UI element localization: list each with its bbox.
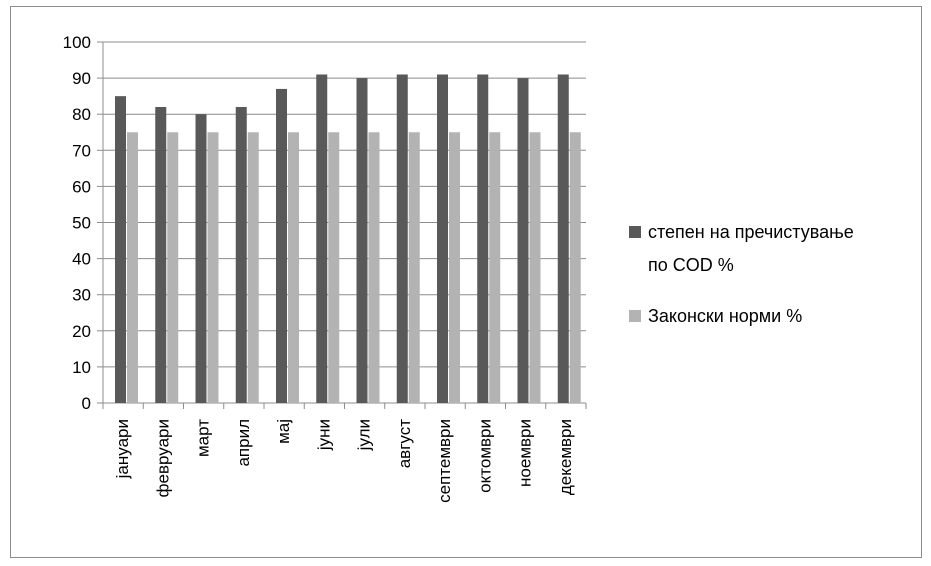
- bar-cod: [276, 88, 287, 404]
- x-category-label: април: [234, 419, 253, 467]
- bar-norm: [247, 132, 259, 403]
- bar-cod: [437, 74, 448, 404]
- x-category-label: декември: [556, 419, 575, 495]
- y-tick-label: 30: [72, 286, 91, 305]
- x-category-label: мај: [274, 419, 293, 444]
- y-tick-label: 70: [72, 141, 91, 160]
- bar-norm: [489, 132, 501, 403]
- x-category-label: февруари: [153, 419, 172, 497]
- y-tick-label: 0: [82, 394, 91, 413]
- bar-norm: [529, 132, 541, 403]
- x-category-label: октомври: [475, 419, 494, 493]
- bar-cod: [115, 96, 126, 404]
- legend-label: Законски норми %: [648, 306, 802, 326]
- y-tick-label: 60: [72, 177, 91, 196]
- bar-cod: [356, 78, 368, 403]
- bar-norm: [207, 132, 219, 403]
- x-category-label: јануари: [113, 419, 132, 479]
- bar-cod: [396, 74, 408, 404]
- y-tick-label: 20: [72, 322, 91, 341]
- bar-norm: [167, 132, 179, 403]
- y-tick-label: 50: [72, 214, 91, 233]
- bar-norm: [368, 132, 380, 403]
- bar-cod: [235, 106, 247, 403]
- y-tick-label: 80: [72, 105, 91, 124]
- bar-cod: [195, 114, 207, 403]
- x-category-label: јули: [355, 419, 374, 451]
- y-tick-label: 10: [72, 358, 91, 377]
- legend-swatch: [629, 226, 641, 238]
- bar-cod: [517, 78, 529, 403]
- legend-label: по COD %: [648, 255, 734, 275]
- x-category-label: септември: [435, 419, 454, 503]
- y-tick-label: 90: [72, 69, 91, 88]
- bar-norm: [408, 132, 420, 403]
- bar-norm: [288, 132, 299, 403]
- bar-cod: [557, 74, 569, 404]
- bar-norm: [328, 132, 340, 403]
- legend-swatch: [629, 310, 641, 322]
- x-category-label: март: [194, 419, 213, 457]
- y-tick-label: 100: [63, 33, 91, 52]
- bar-norm: [449, 132, 460, 403]
- bar-norm: [127, 132, 138, 403]
- x-category-label: ноември: [516, 419, 535, 487]
- bar-norm: [569, 132, 581, 403]
- bar-cod: [477, 74, 489, 404]
- x-category-label: јуни: [314, 419, 333, 451]
- x-category-label: август: [395, 419, 414, 468]
- bar-cod: [316, 74, 328, 404]
- bar-cod: [155, 106, 167, 403]
- y-tick-label: 40: [72, 250, 91, 269]
- legend-label: степен на пречистување: [648, 222, 854, 242]
